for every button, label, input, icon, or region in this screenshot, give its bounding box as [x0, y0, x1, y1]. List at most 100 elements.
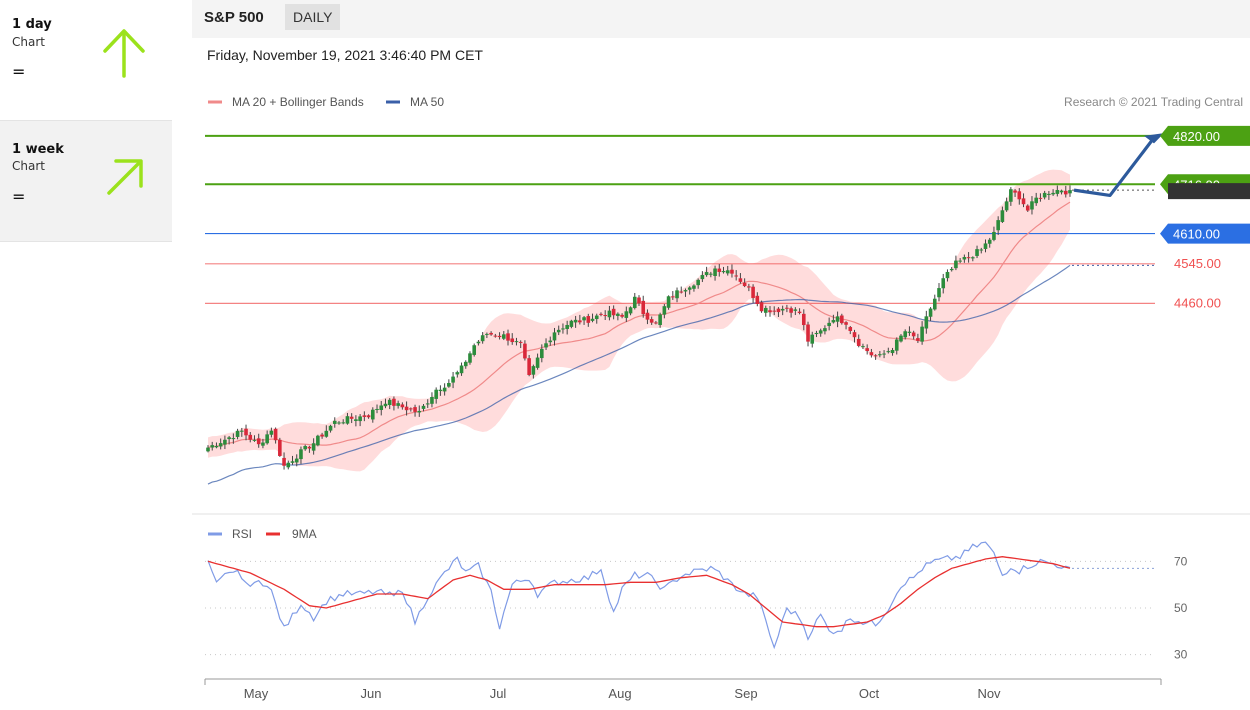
candle-up — [886, 351, 891, 353]
rsi-line — [207, 541, 1071, 650]
candle-up — [358, 416, 362, 422]
candle-up — [616, 313, 620, 316]
candle-down — [742, 282, 747, 287]
candle-up — [1030, 201, 1034, 210]
candle-up — [514, 341, 519, 343]
x-tick-label: Jul — [490, 686, 507, 701]
candle-up — [582, 317, 586, 321]
candle-up — [818, 330, 823, 334]
timeframe-label: 1 day — [12, 17, 52, 32]
candle-up — [890, 350, 895, 354]
candle-down — [400, 404, 405, 408]
candle-down — [801, 313, 806, 326]
candle-down — [362, 415, 367, 417]
candle-up — [721, 271, 726, 273]
candle-down — [578, 320, 582, 323]
candle-down — [603, 315, 607, 317]
candle-up — [396, 403, 400, 406]
candle-up — [434, 389, 438, 399]
candle-up — [932, 298, 937, 310]
period-selector[interactable]: DAILY — [285, 4, 341, 30]
candle-down — [751, 286, 755, 298]
candle-down — [852, 332, 857, 338]
candle-up — [996, 220, 1000, 231]
candle-up — [231, 438, 236, 440]
candle-down — [278, 439, 282, 456]
candle-down — [730, 269, 734, 274]
candle-down — [848, 327, 853, 331]
candle-up — [823, 328, 827, 332]
candle-down — [755, 295, 760, 304]
candle-up — [425, 403, 430, 405]
candle-down — [413, 407, 417, 412]
resistance-level-tag — [1160, 125, 1250, 146]
x-axis: May Jun Jul Aug Sep Oct Nov — [204, 678, 1162, 701]
candle-up — [709, 273, 713, 275]
candle-up — [210, 445, 215, 448]
candle-down — [349, 416, 354, 419]
candle-up — [894, 339, 899, 351]
candle-up — [531, 366, 536, 375]
candle-up — [1000, 210, 1005, 222]
candle-up — [1059, 190, 1064, 193]
candle-up — [451, 376, 455, 383]
candle-up — [628, 307, 633, 314]
candle-up — [696, 279, 700, 286]
candle-up — [1047, 193, 1051, 195]
candle-up — [417, 410, 422, 413]
candle-up — [294, 458, 299, 463]
candle-down — [1038, 197, 1043, 199]
candle-up — [387, 399, 392, 406]
candle-up — [290, 461, 295, 463]
rsi-tick-label: 70 — [1174, 554, 1188, 568]
candle-up — [341, 422, 346, 424]
chart-header: S&P 500 DAILY — [192, 0, 1250, 38]
candle-up — [683, 290, 688, 292]
candle-up — [214, 445, 219, 448]
timeframe-1-day[interactable]: 1 day Chart = — [0, 0, 172, 121]
candle-up — [607, 310, 612, 318]
candle-down — [717, 268, 722, 272]
candle-down — [307, 446, 312, 449]
bollinger-bands — [208, 169, 1070, 472]
candle-up — [261, 442, 265, 446]
candle-down — [320, 434, 324, 437]
candle-down — [645, 312, 650, 320]
chart-panel: S&P 500 DAILY Friday, November 19, 2021 … — [192, 0, 1250, 710]
candle-up — [375, 408, 379, 410]
candle-up — [827, 322, 831, 327]
candle-up — [459, 365, 464, 374]
candle-down — [797, 311, 802, 313]
candle-down — [679, 291, 684, 293]
candle-up — [316, 435, 320, 446]
candle-down — [671, 296, 675, 298]
candle-up — [438, 389, 443, 392]
ma50-legend-label: MA 50 — [410, 95, 444, 109]
candle-up — [632, 296, 637, 309]
candle-up — [1034, 197, 1038, 204]
candle-up — [1042, 192, 1047, 198]
candle-down — [916, 338, 920, 341]
timeframe-status: = — [12, 187, 26, 206]
candle-down — [1025, 205, 1030, 211]
candle-down — [759, 302, 764, 312]
candle-up — [573, 319, 578, 323]
candle-up — [590, 318, 595, 321]
candle-down — [768, 310, 772, 313]
candles — [206, 185, 1072, 470]
candle-up — [780, 308, 785, 311]
candle-up — [556, 329, 561, 333]
candle-up — [324, 430, 329, 437]
candle-down — [911, 332, 916, 337]
candle-up — [835, 316, 840, 322]
candle-up — [1004, 201, 1009, 211]
candle-down — [840, 315, 844, 324]
candle-up — [675, 290, 679, 299]
price-chart: MA 20 + Bollinger Bands MA 50 Research ©… — [192, 95, 1250, 701]
timeframe-1-week[interactable]: 1 week Chart = — [0, 121, 172, 242]
pivot-level-tag — [1160, 223, 1250, 244]
candle-down — [620, 314, 624, 317]
candle-up — [354, 419, 358, 421]
x-tick-label: Jun — [361, 686, 382, 701]
x-tick-label: May — [244, 686, 269, 701]
